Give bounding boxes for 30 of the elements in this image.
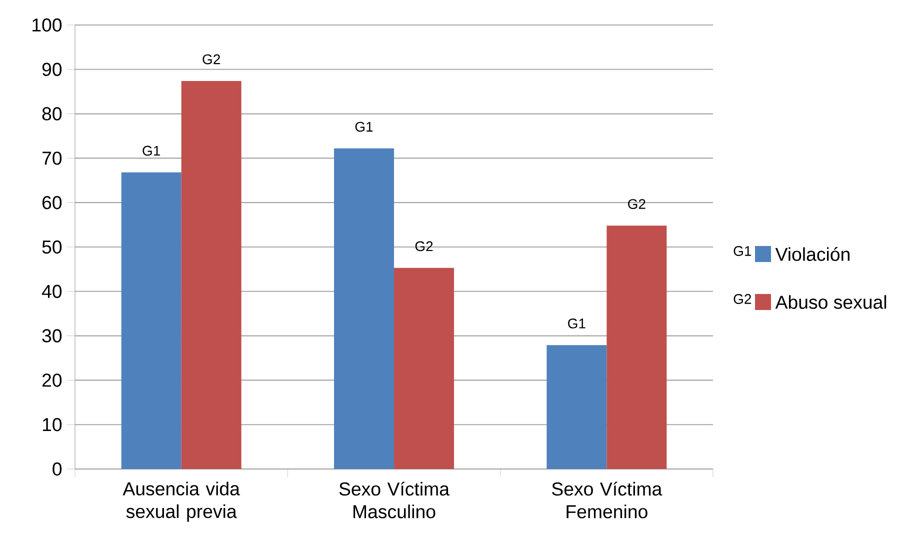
- annotation: G1: [568, 318, 586, 328]
- text: G1: [734, 246, 752, 256]
- y-tick-label: 50: [42, 240, 62, 254]
- y-tick-label: 100: [32, 18, 62, 32]
- annotation: G2: [628, 199, 646, 209]
- annotation: G2: [415, 241, 433, 252]
- legend-label: Abuso sexual: [775, 295, 886, 309]
- y-tick-label: 60: [42, 196, 62, 210]
- text: G2: [734, 294, 752, 304]
- legend-label: Violación: [775, 247, 850, 261]
- x-tick-label: Sexo Víctima Masculino: [339, 482, 450, 518]
- bar: [394, 268, 454, 469]
- y-tick-label: 70: [42, 152, 62, 165]
- bar: [181, 80, 242, 469]
- x-tick-label: Sexo Víctima Femenino: [552, 482, 662, 518]
- bar: [546, 345, 607, 469]
- annotation: G1: [142, 146, 160, 156]
- y-tick-label: 0: [52, 462, 62, 476]
- y-tick-label: 80: [42, 107, 62, 120]
- bar: [121, 172, 182, 469]
- y-tick-label: 20: [42, 374, 62, 387]
- bar: [606, 226, 667, 469]
- x-tick-label: Ausencia vida sexual previa: [122, 482, 240, 522]
- y-tick-label: 40: [42, 284, 62, 298]
- y-tick-label: 10: [42, 418, 62, 432]
- bar: [334, 148, 394, 469]
- annotation: G2: [202, 54, 220, 64]
- annotation: G1: [355, 122, 373, 132]
- y-tick-label: 90: [42, 62, 62, 76]
- y-tick-label: 30: [42, 329, 62, 342]
